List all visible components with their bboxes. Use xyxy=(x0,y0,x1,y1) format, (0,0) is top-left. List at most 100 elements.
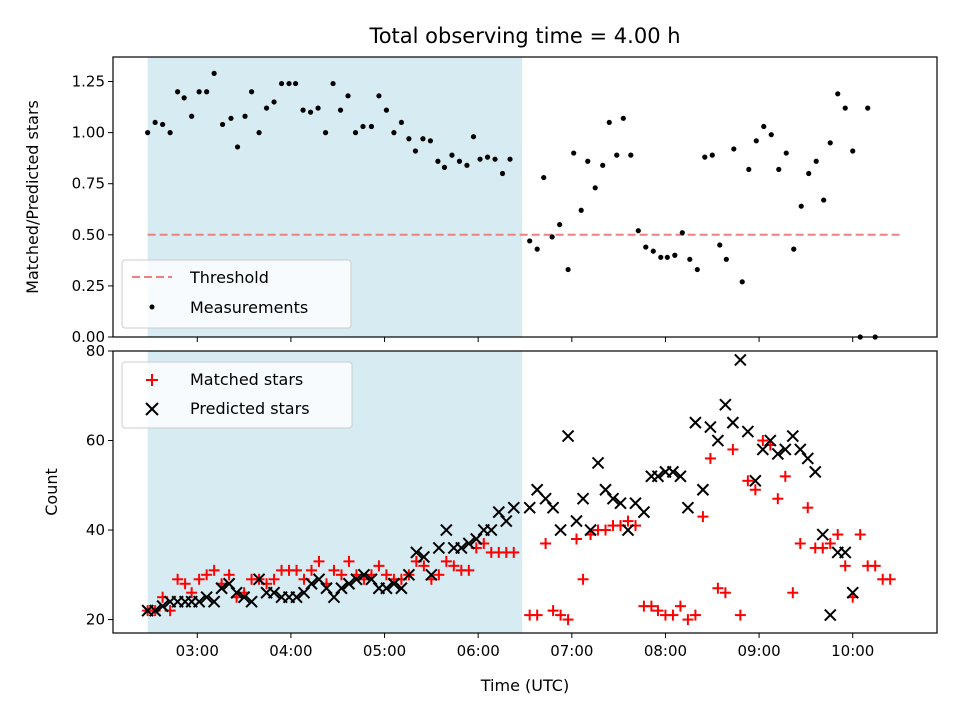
predicted-star-point xyxy=(350,573,363,586)
predicted-star-point xyxy=(245,595,258,608)
measurement-point xyxy=(731,146,737,152)
predicted-star-point xyxy=(801,452,814,465)
predicted-star-point xyxy=(666,465,680,479)
top-y-axis-label: Matched/Predicted stars xyxy=(23,100,42,294)
measurement-point xyxy=(798,203,804,209)
measurement-point xyxy=(842,105,848,111)
predicted-star-point xyxy=(689,416,702,429)
measurement-point xyxy=(643,244,649,250)
x-tick-label: 08:00 xyxy=(644,642,687,660)
legend-measurements-swatch xyxy=(149,304,155,310)
measurement-point xyxy=(507,156,513,162)
measurement-point xyxy=(746,166,752,173)
predicted-star-point xyxy=(576,492,590,505)
measurement-point xyxy=(541,174,547,181)
predicted-star-point xyxy=(402,568,416,582)
measurement-point xyxy=(398,119,404,126)
measurement-point xyxy=(352,130,359,136)
measurement-point xyxy=(196,89,202,95)
measurement-point xyxy=(292,80,299,87)
predicted-star-point xyxy=(357,568,371,582)
matched-star-point xyxy=(645,600,657,612)
predicted-star-point xyxy=(290,590,303,604)
bottom-predicted-stars xyxy=(141,353,859,622)
predicted-star-point xyxy=(696,483,710,496)
measurement-point xyxy=(739,279,745,285)
matched-star-point xyxy=(622,515,634,527)
top-y-tick-label: 0.00 xyxy=(72,328,105,346)
top-y-tick-label: 0.25 xyxy=(72,277,105,295)
measurement-point xyxy=(650,248,656,254)
measurement-point xyxy=(600,162,606,168)
matched-star-point xyxy=(418,560,430,572)
matched-star-point xyxy=(448,560,460,572)
matched-star-point xyxy=(884,573,896,585)
top-y-tick-label: 1.00 xyxy=(72,124,105,142)
bottom-y-tick-label: 20 xyxy=(86,611,105,629)
predicted-star-point xyxy=(485,523,498,537)
measurement-point xyxy=(628,152,634,158)
predicted-star-point xyxy=(599,483,612,496)
predicted-star-point xyxy=(432,541,446,555)
predicted-star-point xyxy=(779,443,792,456)
matched-star-point xyxy=(335,569,347,581)
matched-star-point xyxy=(727,443,739,455)
predicted-star-point xyxy=(846,586,859,599)
predicted-star-point xyxy=(719,398,732,411)
top-x-ticks xyxy=(196,337,854,342)
measurement-point xyxy=(406,136,412,142)
measurement-point xyxy=(412,148,419,154)
top-legend: Threshold Measurements xyxy=(121,259,352,329)
measurement-point xyxy=(865,105,871,111)
measurement-point xyxy=(499,170,506,177)
matched-star-point xyxy=(328,564,340,576)
measurement-point xyxy=(549,234,555,240)
measurement-point xyxy=(427,138,434,144)
x-tick-label: 05:00 xyxy=(363,642,406,660)
matched-star-point xyxy=(555,609,567,621)
predicted-star-point xyxy=(305,577,318,590)
matched-star-point xyxy=(306,564,318,576)
matched-star-point xyxy=(313,555,325,567)
measurement-point xyxy=(717,242,723,248)
matched-star-point xyxy=(689,609,701,621)
matched-star-point xyxy=(667,609,679,621)
measurement-point xyxy=(776,166,782,173)
measurement-point xyxy=(783,150,789,156)
matched-star-point xyxy=(779,470,791,482)
predicted-star-point xyxy=(207,595,221,608)
predicted-star-point xyxy=(771,447,785,461)
predicted-star-point xyxy=(786,429,800,443)
measurement-point xyxy=(204,89,210,95)
predicted-star-point xyxy=(380,582,393,595)
predicted-star-point xyxy=(230,586,243,599)
measurement-point xyxy=(278,80,285,87)
measurement-point xyxy=(658,254,664,260)
matched-star-point xyxy=(674,600,686,612)
bottom-legend: Matched stars Predicted stars xyxy=(121,361,353,429)
predicted-star-point xyxy=(734,353,747,367)
measurement-point xyxy=(376,93,382,99)
matched-star-point xyxy=(802,502,814,514)
top-axes-frame xyxy=(112,56,938,338)
matched-star-point xyxy=(757,435,769,447)
predicted-star-point xyxy=(200,590,213,604)
legend-threshold-label: Threshold xyxy=(189,268,269,287)
matched-star-point xyxy=(719,587,731,599)
measurement-point xyxy=(160,121,166,128)
measurement-point xyxy=(768,132,774,138)
measurement-point xyxy=(383,107,390,113)
matched-star-point xyxy=(652,605,664,617)
predicted-star-point xyxy=(794,443,807,456)
predicted-star-point xyxy=(425,568,438,582)
measurement-point xyxy=(813,158,819,164)
chart-title: Total observing time = 4.00 h xyxy=(368,24,680,48)
predicted-star-point xyxy=(809,465,822,479)
matched-star-point xyxy=(734,609,746,621)
measurement-point xyxy=(420,136,426,142)
measurement-point xyxy=(248,89,255,95)
predicted-star-point xyxy=(148,604,162,617)
matched-star-point xyxy=(540,537,552,549)
